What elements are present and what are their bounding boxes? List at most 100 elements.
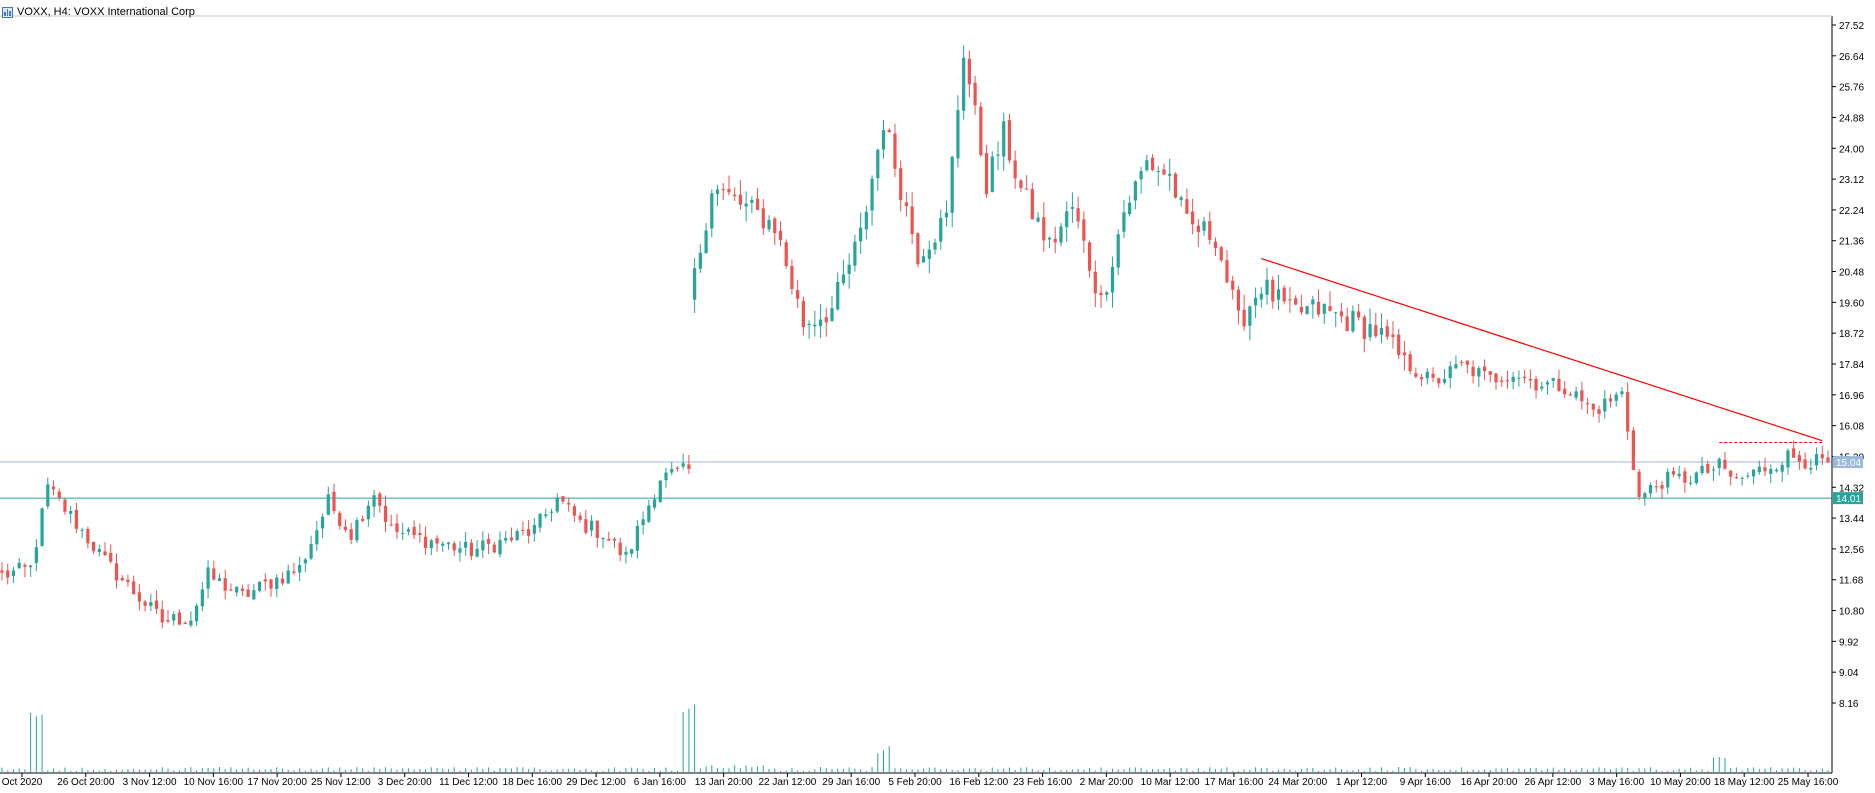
candle[interactable] <box>1626 382 1630 440</box>
candle[interactable] <box>652 494 657 510</box>
candle[interactable] <box>1643 491 1647 506</box>
candle[interactable] <box>813 310 817 337</box>
candle[interactable] <box>1454 355 1458 370</box>
candle[interactable] <box>160 600 164 629</box>
candle[interactable] <box>1660 481 1664 500</box>
candle[interactable] <box>727 175 731 196</box>
candle[interactable] <box>532 517 536 542</box>
candle[interactable] <box>1580 381 1584 410</box>
candle[interactable] <box>1574 386 1578 401</box>
candle[interactable] <box>1139 166 1143 194</box>
candle[interactable] <box>664 467 668 488</box>
candle[interactable] <box>252 583 256 600</box>
candle[interactable] <box>1185 188 1189 215</box>
candle[interactable] <box>1334 311 1338 328</box>
candle[interactable] <box>1391 321 1395 349</box>
candle[interactable] <box>217 573 222 582</box>
candle[interactable] <box>1047 236 1052 249</box>
candle[interactable] <box>46 477 50 510</box>
candle[interactable] <box>555 493 559 514</box>
candle[interactable] <box>790 259 794 295</box>
candle[interactable] <box>641 511 645 535</box>
candle[interactable] <box>1145 155 1149 172</box>
candle[interactable] <box>1631 426 1635 471</box>
candle[interactable] <box>86 526 90 549</box>
candle[interactable] <box>1717 457 1721 476</box>
candle[interactable] <box>509 527 514 543</box>
candle[interactable] <box>1477 366 1481 388</box>
candle[interactable] <box>944 200 949 227</box>
candle[interactable] <box>223 569 227 600</box>
candle[interactable] <box>515 528 519 541</box>
candle[interactable] <box>189 611 193 628</box>
candle[interactable] <box>1105 290 1109 302</box>
candle[interactable] <box>710 189 714 238</box>
candle[interactable] <box>1299 294 1303 315</box>
candle[interactable] <box>1225 249 1229 284</box>
candle[interactable] <box>1465 360 1469 374</box>
candle[interactable] <box>446 541 451 550</box>
candle[interactable] <box>544 508 548 519</box>
candle[interactable] <box>658 480 662 503</box>
candle[interactable] <box>1328 291 1332 312</box>
candle[interactable] <box>1173 172 1178 199</box>
candle[interactable] <box>143 600 147 612</box>
candle[interactable] <box>1540 382 1544 392</box>
candle[interactable] <box>1534 375 1538 399</box>
candle[interactable] <box>567 497 571 512</box>
candle[interactable] <box>1357 303 1361 321</box>
candle[interactable] <box>693 258 697 313</box>
candle[interactable] <box>132 575 136 595</box>
candle[interactable] <box>109 544 113 564</box>
candle[interactable] <box>103 541 107 557</box>
candle[interactable] <box>412 520 416 540</box>
candle[interactable] <box>784 239 788 269</box>
candle[interactable] <box>355 517 359 543</box>
candle[interactable] <box>154 590 159 614</box>
candle[interactable] <box>549 508 554 522</box>
candle[interactable] <box>51 480 56 496</box>
candle[interactable] <box>1700 456 1704 476</box>
candle[interactable] <box>1608 394 1613 408</box>
candle[interactable] <box>1711 466 1716 481</box>
candle[interactable] <box>939 209 943 250</box>
candle[interactable] <box>1694 471 1698 485</box>
candle[interactable] <box>498 531 502 558</box>
candle[interactable] <box>589 515 594 537</box>
candle[interactable] <box>1654 479 1658 493</box>
candle[interactable] <box>1769 464 1773 484</box>
candle[interactable] <box>681 453 685 470</box>
candle[interactable] <box>1168 158 1172 191</box>
candle[interactable] <box>1288 287 1292 313</box>
candle[interactable] <box>69 505 73 524</box>
candle[interactable] <box>859 212 863 254</box>
candle[interactable] <box>1505 370 1510 389</box>
candle[interactable] <box>1162 163 1166 176</box>
candle[interactable] <box>1231 275 1235 300</box>
candle[interactable] <box>1156 166 1160 187</box>
candle[interactable] <box>927 240 931 274</box>
candle[interactable] <box>1603 390 1607 419</box>
candle[interactable] <box>796 279 800 309</box>
candle[interactable] <box>1671 467 1676 478</box>
candle[interactable] <box>74 502 79 534</box>
candle[interactable] <box>1065 201 1069 242</box>
candle[interactable] <box>1248 305 1252 341</box>
candle[interactable] <box>338 510 342 530</box>
candle[interactable] <box>464 531 468 556</box>
candle[interactable] <box>1053 226 1057 254</box>
candle[interactable] <box>1259 287 1263 308</box>
candle[interactable] <box>177 609 182 626</box>
candle[interactable] <box>1723 451 1727 471</box>
candle[interactable] <box>1059 222 1063 247</box>
candle[interactable] <box>1740 476 1744 486</box>
candle[interactable] <box>332 483 336 515</box>
candle[interactable] <box>389 514 393 527</box>
candle[interactable] <box>29 564 33 577</box>
candle[interactable] <box>401 522 405 540</box>
candle[interactable] <box>292 562 296 576</box>
candle[interactable] <box>195 603 199 626</box>
candle[interactable] <box>1482 359 1487 381</box>
candle[interactable] <box>1751 469 1756 485</box>
candle[interactable] <box>1116 229 1120 276</box>
